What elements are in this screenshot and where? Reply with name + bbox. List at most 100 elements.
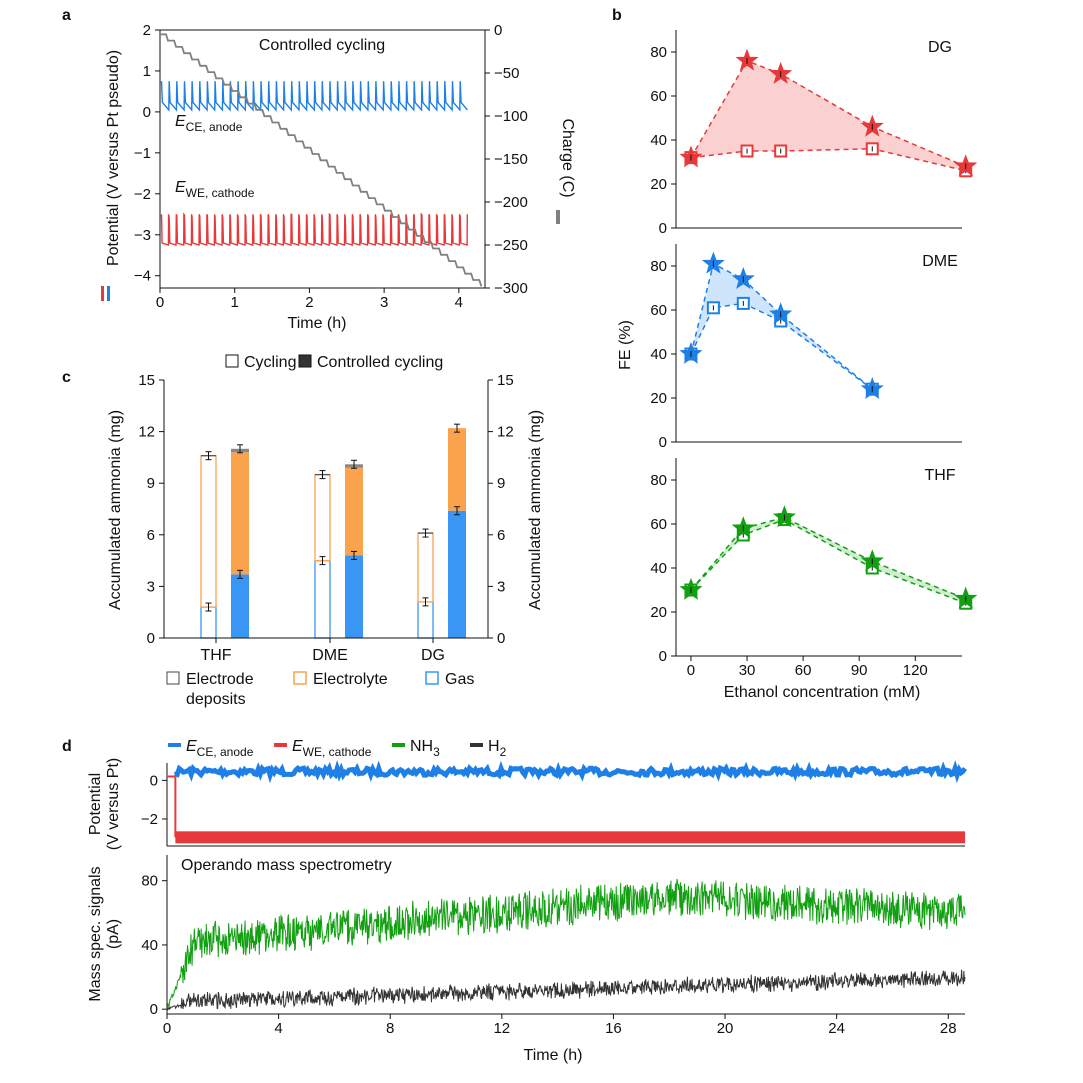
panel-c-controlled-gas-bar bbox=[231, 574, 249, 638]
panel-a-y2label-grey-swatch bbox=[556, 210, 560, 224]
panel-a-y2tick-label: −250 bbox=[494, 237, 528, 254]
panel-c-controlled-electrolyte-bar bbox=[231, 452, 249, 575]
panel-b-ylabel: FE (%) bbox=[617, 320, 634, 370]
panel-d-title: Operando mass spectrometry bbox=[181, 857, 392, 874]
legend-controlled-swatch bbox=[298, 354, 312, 368]
panel-d-xtick-label: 8 bbox=[386, 1020, 394, 1037]
panel-b-DME-ytick-label: 20 bbox=[650, 390, 667, 407]
panel-c-axes: 0 3 6 9 12 15 0 3 6 9 12 15 THF DME DG bbox=[138, 372, 513, 664]
panel-a-ylabel-red-swatch bbox=[101, 286, 104, 301]
panel-label-c: c bbox=[62, 369, 71, 386]
panel-a-ytick-label: 0 bbox=[143, 104, 151, 121]
panel-d-top-ytick-label: 0 bbox=[150, 772, 158, 789]
panel-b-DG-ytick-label: 40 bbox=[650, 132, 667, 149]
panel-b-xtick-label: 30 bbox=[739, 662, 756, 679]
panel-b-square-line bbox=[690, 518, 966, 604]
panel-d-bottom-ytick-label: 40 bbox=[141, 937, 158, 954]
panel-a-ytick-label: −4 bbox=[134, 268, 151, 285]
panel-b-THF-ytick-label: 40 bbox=[650, 560, 667, 577]
panel-c-y2tick-label: 15 bbox=[497, 372, 514, 389]
panel-a-ytick-label: 1 bbox=[143, 63, 151, 80]
panel-c-controlled-electrolyte-bar bbox=[448, 428, 466, 511]
panel-c-y2label: Accumulated ammonia (mg) bbox=[527, 410, 544, 610]
panel-b-DME-ytick-label: 60 bbox=[650, 302, 667, 319]
panel-d-xtick-label: 12 bbox=[493, 1020, 510, 1037]
panel-a-annotation-anode: ECE, anode bbox=[175, 113, 243, 134]
panel-b-subplot-title: DME bbox=[922, 253, 958, 270]
panel-d-bottom-ytick-label: 0 bbox=[150, 1001, 158, 1018]
panel-d-xtick-label: 0 bbox=[163, 1020, 171, 1037]
panel-a-xtick-label: 1 bbox=[231, 294, 239, 311]
panel-a-ylabel-marker bbox=[101, 286, 110, 301]
panel-b-fill-area bbox=[691, 517, 966, 604]
panel-d-legend-main: H bbox=[488, 738, 500, 755]
panel-b-DME-ytick-label: 40 bbox=[650, 346, 667, 363]
panel-a-ytick-label: −2 bbox=[134, 186, 151, 203]
panel-a-y2label: Charge (C) bbox=[559, 118, 576, 197]
panel-c-chart: 0 3 6 9 12 15 0 3 6 9 12 15 THF DME DG Accumulated amm… bbox=[107, 354, 544, 708]
panel-a-annotation-cathode: EWE, cathode bbox=[175, 179, 255, 200]
panel-b-THF-ytick-label: 20 bbox=[650, 604, 667, 621]
panel-c-ytick-label: 15 bbox=[138, 372, 155, 389]
panel-c-y2tick-label: 0 bbox=[497, 630, 505, 647]
panel-b-THF-ytick-label: 60 bbox=[650, 516, 667, 533]
panel-b-subplot-DG: 0 20 40 60 80 DG bbox=[650, 30, 978, 237]
panel-b-DG-ytick-label: 0 bbox=[659, 220, 667, 237]
panel-a-y2tick-label: −100 bbox=[494, 108, 528, 125]
panel-a-ytick-label: −3 bbox=[134, 227, 151, 244]
panel-c-ytick-label: 3 bbox=[147, 578, 155, 595]
panel-d-h2-line bbox=[166, 969, 966, 1012]
panel-a-ylabel: Potential (V versus Pt pseudo) bbox=[105, 50, 122, 266]
panel-b-subplot-title: THF bbox=[924, 467, 955, 484]
panel-b-subplot-title: DG bbox=[928, 39, 952, 56]
panel-d-legend-sub: CE, anode bbox=[197, 745, 254, 759]
panel-c-y2tick-label: 12 bbox=[497, 424, 514, 441]
panel-d-xtick-label: 24 bbox=[828, 1020, 845, 1037]
panel-d-anode-line bbox=[174, 759, 968, 784]
legend-deposits-label-line1: Electrode bbox=[186, 671, 254, 688]
panel-b-xtick-label: 120 bbox=[903, 662, 928, 679]
panel-d-ylabel-line: Mass spec. signals bbox=[87, 866, 104, 1001]
panel-label-b: b bbox=[612, 7, 622, 24]
panel-a-title: Controlled cycling bbox=[259, 37, 385, 54]
panel-b-DG-ytick-label: 80 bbox=[650, 44, 667, 61]
panel-d-legend-label: EWE, cathode bbox=[292, 738, 372, 759]
panel-a-ytick-label: −1 bbox=[134, 145, 151, 162]
panel-d-potential: 0 −2 bbox=[141, 759, 968, 847]
panel-a-xtick-label: 0 bbox=[156, 294, 164, 311]
panel-c-xtick-label: THF bbox=[200, 647, 231, 664]
panel-c-controlled-gas-bar bbox=[448, 510, 466, 638]
legend-deposits-label-line2: deposits bbox=[186, 691, 246, 708]
panel-a-series bbox=[160, 33, 483, 287]
panel-c-cycling-electrolyte-bar bbox=[200, 455, 217, 608]
panel-d-ylabel-line: Potential bbox=[87, 773, 104, 835]
panel-a-y2tick-label: −300 bbox=[494, 280, 528, 297]
panel-d-xtick-label: 28 bbox=[940, 1020, 957, 1037]
panel-b-xtick-label: 0 bbox=[687, 662, 695, 679]
panel-d-legend-main: E bbox=[292, 738, 303, 755]
panel-b-subplot-THF: 0 20 40 60 80 THF bbox=[650, 458, 978, 665]
panel-c-cycling-gas-bar bbox=[314, 559, 331, 639]
panel-a-axes: 0 1 2 3 4 2 1 0 −1 −2 −3 −4 0 −50 −100 −150 −200 −250 −300 bbox=[134, 22, 528, 311]
panel-label-a: a bbox=[62, 7, 71, 24]
legend-cycling-label: Cycling bbox=[244, 354, 296, 371]
panel-d-mass-spec: 0 40 80 0 4 8 12 16 20 24 28 bbox=[141, 855, 966, 1037]
panel-a-y2tick-label: −200 bbox=[494, 194, 528, 211]
panel-d-bottom-ylabel: Mass spec. signals(pA) bbox=[87, 866, 122, 1001]
panel-b-THF-ytick-label: 80 bbox=[650, 472, 667, 489]
legend-cycling-swatch bbox=[225, 354, 239, 368]
panel-label-d: d bbox=[62, 738, 72, 755]
panel-b-DME-ytick-label: 80 bbox=[650, 258, 667, 275]
panel-d-legend-label: H2 bbox=[488, 738, 507, 759]
panel-c-y2tick-label: 6 bbox=[497, 527, 505, 544]
panel-c-cycling-electrolyte-bar bbox=[314, 473, 331, 562]
panel-a-xtick-label: 2 bbox=[305, 294, 313, 311]
panel-a-y2tick-label: −50 bbox=[494, 65, 519, 82]
panel-c-xtick-label: DG bbox=[421, 647, 445, 664]
panel-d-legend: ECE, anode EWE, cathode NH3 H2 bbox=[168, 738, 507, 759]
panel-d-cathode-band bbox=[175, 831, 966, 844]
panel-d-xtick-label: 4 bbox=[274, 1020, 282, 1037]
panel-d-nh3-line bbox=[166, 878, 966, 1012]
panel-b-fill-area bbox=[691, 60, 966, 171]
